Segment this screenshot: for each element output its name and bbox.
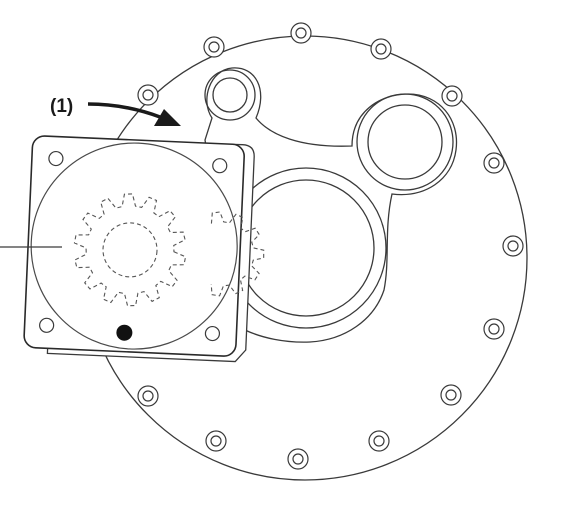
bolt-hole-inner bbox=[446, 90, 458, 102]
bolt-hole-inner bbox=[208, 41, 220, 53]
alignment-dot bbox=[116, 324, 133, 341]
bolt-hole bbox=[441, 85, 463, 107]
bolt-hole bbox=[502, 235, 524, 257]
screw-hole-bottom-right bbox=[204, 325, 221, 342]
main-gear-hub bbox=[102, 222, 158, 278]
arrow-shaft bbox=[87, 102, 161, 119]
bolt-hole bbox=[203, 36, 225, 58]
bolt-hole bbox=[440, 384, 462, 406]
small-boss-bore-outer bbox=[204, 69, 256, 121]
screw-hole-top-left bbox=[48, 150, 64, 167]
idler-gear-outline bbox=[210, 211, 265, 297]
cover-plate bbox=[23, 135, 265, 363]
large-boss-bore-outer bbox=[356, 93, 454, 191]
bolt-hole bbox=[368, 430, 390, 452]
assembly-direction-arrow bbox=[87, 102, 181, 126]
arrow-head bbox=[154, 109, 181, 126]
bolt-hole bbox=[370, 38, 392, 60]
bolt-hole bbox=[137, 385, 159, 407]
bolt-hole bbox=[205, 430, 227, 452]
hidden-gears bbox=[73, 193, 265, 307]
bolt-hole-inner bbox=[142, 89, 154, 101]
bolt-hole bbox=[290, 22, 312, 44]
main-gear-outline bbox=[73, 193, 187, 307]
bolt-hole-inner bbox=[210, 435, 222, 447]
cover-plate-inner-disc bbox=[30, 142, 238, 350]
bolt-hole-inner bbox=[295, 27, 307, 39]
bolt-hole-inner bbox=[507, 240, 519, 252]
bolt-hole bbox=[483, 152, 505, 174]
bolt-hole bbox=[287, 448, 309, 470]
callout-label: (1) bbox=[50, 96, 73, 117]
bolt-hole-inner bbox=[445, 389, 457, 401]
bolt-hole-inner bbox=[373, 435, 385, 447]
small-boss-bore-inner bbox=[212, 77, 248, 113]
screw-hole-bottom-left bbox=[39, 317, 55, 333]
large-boss-bore-inner bbox=[367, 104, 443, 180]
bolt-hole-inner bbox=[488, 323, 500, 335]
bolt-hole-inner bbox=[292, 453, 304, 465]
bolt-hole bbox=[483, 318, 505, 340]
bolt-hole bbox=[137, 84, 159, 106]
bolt-hole-inner bbox=[488, 157, 500, 169]
boss-outline bbox=[204, 67, 458, 343]
cover-plate-screw-holes bbox=[39, 150, 228, 342]
screw-hole-top-right bbox=[212, 158, 228, 174]
bolt-hole-inner bbox=[375, 43, 387, 55]
bolt-hole-inner bbox=[142, 390, 154, 402]
flange-bolt-holes bbox=[137, 22, 524, 470]
pump-cavity-boss bbox=[204, 67, 458, 343]
cover-plate-face bbox=[23, 135, 245, 357]
